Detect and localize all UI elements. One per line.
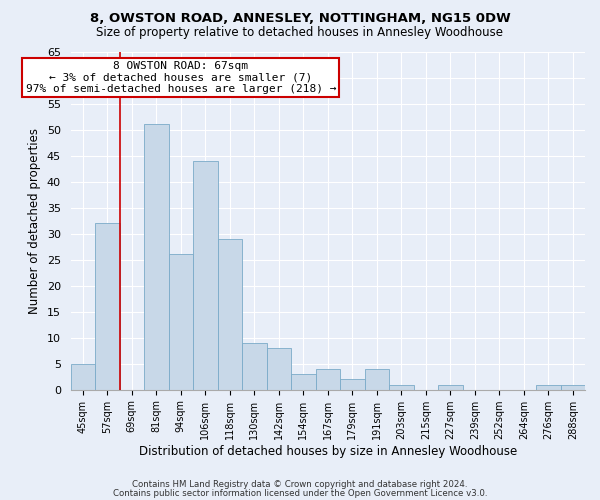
Bar — [365, 369, 389, 390]
Bar — [193, 161, 218, 390]
Text: Contains HM Land Registry data © Crown copyright and database right 2024.: Contains HM Land Registry data © Crown c… — [132, 480, 468, 489]
Bar — [71, 364, 95, 390]
Bar — [536, 384, 560, 390]
Bar — [95, 223, 119, 390]
Bar — [340, 380, 365, 390]
Text: 8 OWSTON ROAD: 67sqm
← 3% of detached houses are smaller (7)
97% of semi-detache: 8 OWSTON ROAD: 67sqm ← 3% of detached ho… — [26, 61, 336, 94]
Bar — [438, 384, 463, 390]
Bar — [144, 124, 169, 390]
Bar — [242, 343, 266, 390]
X-axis label: Distribution of detached houses by size in Annesley Woodhouse: Distribution of detached houses by size … — [139, 444, 517, 458]
Text: Size of property relative to detached houses in Annesley Woodhouse: Size of property relative to detached ho… — [97, 26, 503, 39]
Bar — [389, 384, 413, 390]
Y-axis label: Number of detached properties: Number of detached properties — [28, 128, 41, 314]
Bar — [218, 239, 242, 390]
Bar — [316, 369, 340, 390]
Text: 8, OWSTON ROAD, ANNESLEY, NOTTINGHAM, NG15 0DW: 8, OWSTON ROAD, ANNESLEY, NOTTINGHAM, NG… — [89, 12, 511, 26]
Bar — [169, 254, 193, 390]
Bar — [291, 374, 316, 390]
Bar — [560, 384, 585, 390]
Text: Contains public sector information licensed under the Open Government Licence v3: Contains public sector information licen… — [113, 489, 487, 498]
Bar — [266, 348, 291, 390]
